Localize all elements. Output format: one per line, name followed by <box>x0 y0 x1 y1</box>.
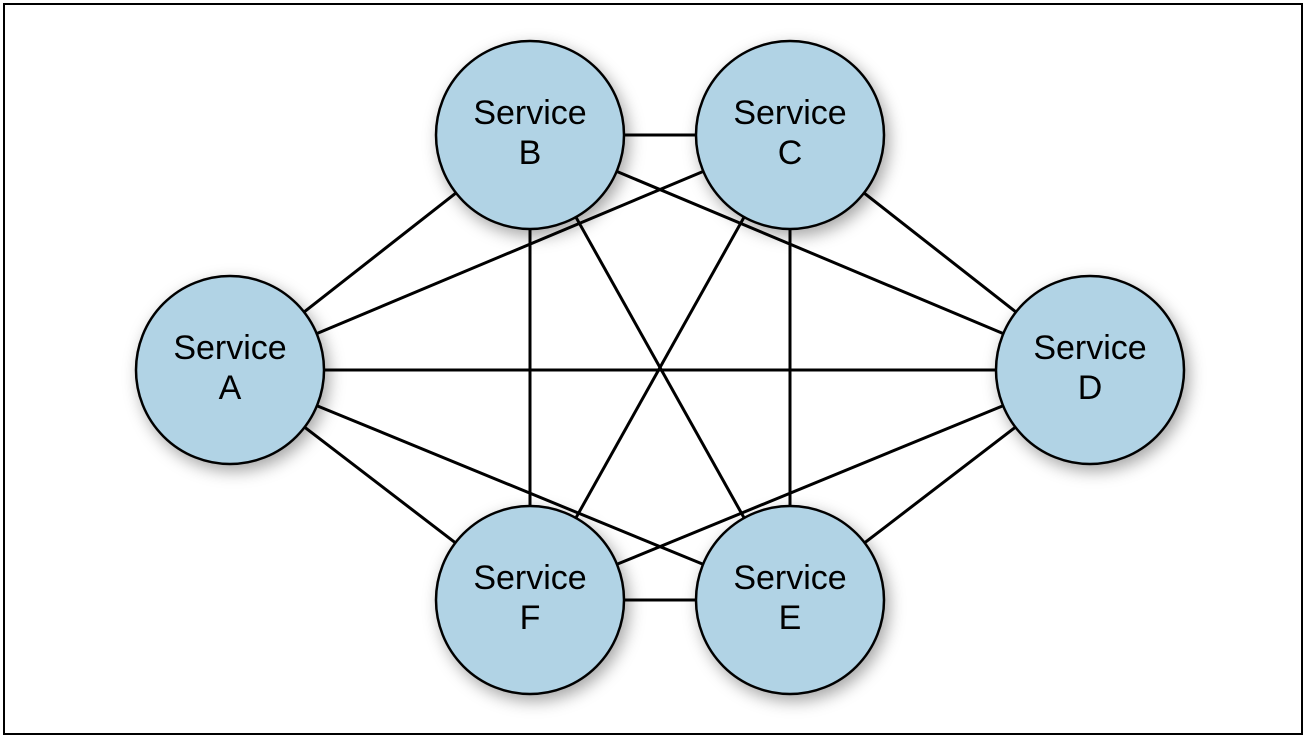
node-label-top: Service <box>473 559 586 597</box>
node-label-bottom: D <box>1078 369 1103 407</box>
node-service-f: ServiceF <box>436 506 624 694</box>
node-service-d: ServiceD <box>996 276 1184 464</box>
node-label-top: Service <box>733 559 846 597</box>
node-label-top: Service <box>1033 329 1146 367</box>
node-service-b: ServiceB <box>436 41 624 229</box>
node-service-e: ServiceE <box>696 506 884 694</box>
node-label-top: Service <box>733 94 846 132</box>
node-label-bottom: F <box>520 599 541 637</box>
node-label-top: Service <box>173 329 286 367</box>
network-diagram: ServiceAServiceBServiceCServiceDServiceE… <box>0 0 1306 738</box>
node-label-top: Service <box>473 94 586 132</box>
node-label-bottom: E <box>779 599 802 637</box>
node-label-bottom: C <box>778 134 803 172</box>
node-service-c: ServiceC <box>696 41 884 229</box>
node-label-bottom: A <box>219 369 242 407</box>
node-label-bottom: B <box>519 134 542 172</box>
node-service-a: ServiceA <box>136 276 324 464</box>
